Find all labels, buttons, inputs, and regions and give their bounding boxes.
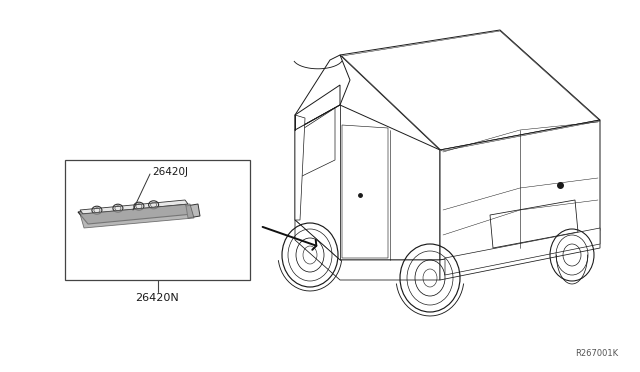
- Bar: [65, 160, 250, 280]
- Polygon shape: [445, 228, 600, 275]
- Polygon shape: [295, 85, 340, 130]
- Text: 26420J: 26420J: [152, 167, 188, 177]
- Polygon shape: [295, 220, 440, 280]
- Polygon shape: [340, 30, 600, 150]
- Polygon shape: [295, 105, 440, 260]
- Polygon shape: [298, 108, 335, 178]
- Polygon shape: [295, 115, 305, 220]
- Polygon shape: [440, 120, 600, 260]
- Polygon shape: [80, 200, 188, 214]
- Polygon shape: [186, 204, 200, 218]
- Text: 26420N: 26420N: [136, 293, 179, 303]
- Polygon shape: [80, 204, 194, 228]
- Polygon shape: [490, 200, 578, 248]
- Polygon shape: [440, 230, 600, 280]
- Text: R267001K: R267001K: [575, 349, 618, 358]
- Polygon shape: [342, 125, 388, 258]
- Polygon shape: [78, 202, 193, 224]
